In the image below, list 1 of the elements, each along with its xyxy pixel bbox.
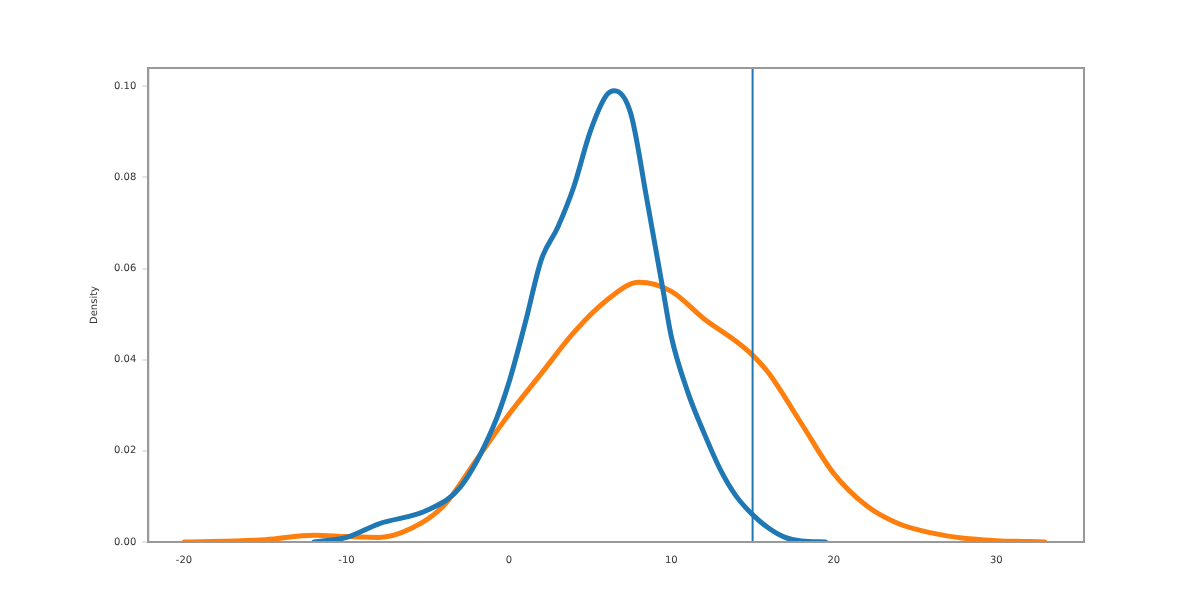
line-series <box>181 279 1048 542</box>
